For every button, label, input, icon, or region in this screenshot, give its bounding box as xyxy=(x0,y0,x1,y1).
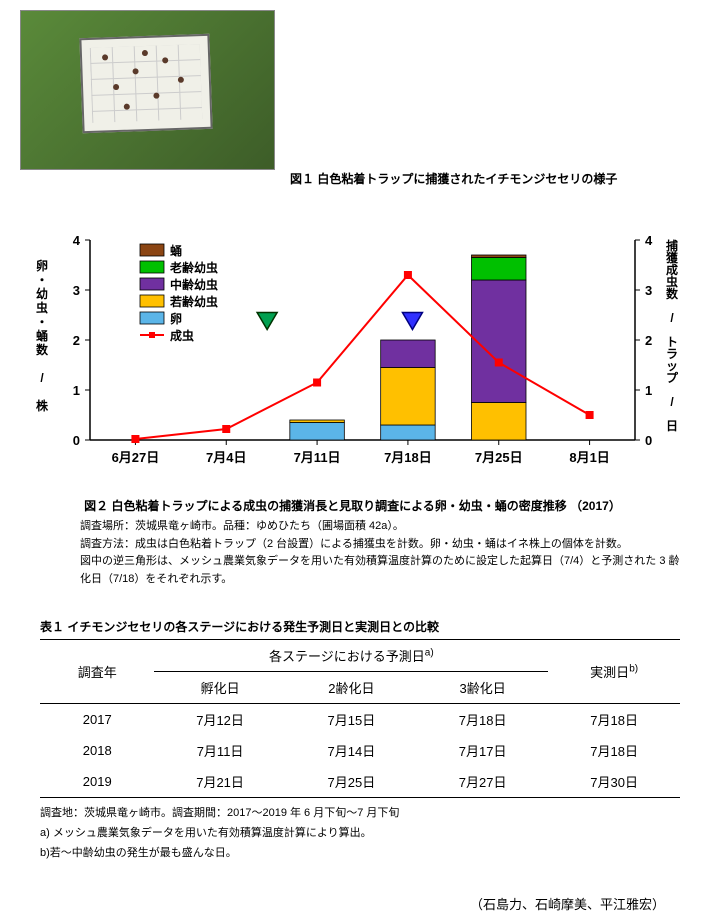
figure-1: 図１ 白色粘着トラップに捕獲されたイチモンジセセリの様子 xyxy=(20,10,685,195)
th-second: 2齢化日 xyxy=(286,672,417,704)
svg-text:7月18日: 7月18日 xyxy=(384,450,432,465)
table-cell: 7月15日 xyxy=(286,704,417,736)
table-1-notes: 調査地：茨城県竜ヶ崎市。調査期間：2017～2019 年 6 月下旬～7 月下旬… xyxy=(40,804,685,863)
svg-text:老齢幼虫: 老齢幼虫 xyxy=(170,260,218,275)
table-cell: 7月18日 xyxy=(417,704,548,736)
trap-photo xyxy=(20,10,275,170)
table-cell: 7月25日 xyxy=(286,766,417,798)
svg-text:8月1日: 8月1日 xyxy=(569,450,609,465)
th-year: 調査年 xyxy=(40,640,154,704)
table-note-1: 調査地：茨城県竜ヶ崎市。調査期間：2017～2019 年 6 月下旬～7 月下旬 xyxy=(40,804,685,824)
table-1-title: 表１ イチモンジセセリの各ステージにおける発生予測日と実測日との比較 xyxy=(40,618,685,635)
table-cell: 2017 xyxy=(40,704,154,736)
svg-text:4: 4 xyxy=(73,233,81,248)
figure-2-caption: 図２ 白色粘着トラップによる成虫の捕獲消長と見取り調査による卵・幼虫・蛹の密度推… xyxy=(20,497,685,514)
density-chart: 0 1 2 3 4 0 1 2 3 4 6月27日 7月4日 7月11日 7月18日 7月25日 8月1日 卵・… xyxy=(20,225,685,485)
sticky-trap xyxy=(79,34,212,133)
table-cell: 7月17日 xyxy=(417,735,548,766)
svg-text:2: 2 xyxy=(645,333,652,348)
svg-text:0: 0 xyxy=(73,433,80,448)
svg-text:中齢幼虫: 中齢幼虫 xyxy=(170,277,218,292)
th-actual: 実測日b) xyxy=(548,640,680,704)
svg-text:7月25日: 7月25日 xyxy=(475,450,523,465)
figure-2-note-1: 調査場所：茨城県竜ヶ崎市。品種：ゆめひたち（圃場面積 42a）。 xyxy=(80,518,685,536)
svg-text:蛹: 蛹 xyxy=(170,243,182,258)
figure-2: 0 1 2 3 4 0 1 2 3 4 6月27日 7月4日 7月11日 7月18日 7月25日 8月1日 卵・… xyxy=(20,225,685,495)
svg-text:1: 1 xyxy=(645,383,652,398)
table-cell: 2018 xyxy=(40,735,154,766)
svg-text:若齢幼虫: 若齢幼虫 xyxy=(169,294,218,309)
figure-1-caption: 図１ 白色粘着トラップに捕獲されたイチモンジセセリの様子 xyxy=(290,170,617,187)
table-note-2: a) メッシュ農業気象データを用いた有効積算温度計算により算出。 xyxy=(40,824,685,844)
svg-text:7月11日: 7月11日 xyxy=(294,450,341,465)
table-note-3: b)若～中齢幼虫の発生が最も盛んな日。 xyxy=(40,844,685,864)
comparison-table: 調査年 各ステージにおける予測日a) 実測日b) 孵化日 2齢化日 3齢化日 2… xyxy=(40,639,680,798)
svg-text:3: 3 xyxy=(645,283,652,298)
th-hatch: 孵化日 xyxy=(154,672,285,704)
svg-text:6月27日: 6月27日 xyxy=(112,450,160,465)
svg-text:4: 4 xyxy=(645,233,653,248)
figure-2-note-2: 調査方法：成虫は白色粘着トラップ（2 台設置）による捕獲虫を計数。卵・幼虫・蛹は… xyxy=(80,536,685,554)
svg-text:成虫: 成虫 xyxy=(170,328,194,343)
svg-text:7月4日: 7月4日 xyxy=(206,450,246,465)
table-cell: 7月30日 xyxy=(548,766,680,798)
svg-text:3: 3 xyxy=(73,283,80,298)
th-third: 3齢化日 xyxy=(417,672,548,704)
figure-2-notes: 調査場所：茨城県竜ヶ崎市。品種：ゆめひたち（圃場面積 42a）。 調査方法：成虫… xyxy=(80,518,685,588)
svg-text:捕獲成虫数 / トラップ / 日: 捕獲成虫数 / トラップ / 日 xyxy=(666,238,679,433)
table-cell: 7月27日 xyxy=(417,766,548,798)
authors: （石島力、石崎摩美、平江雅宏） xyxy=(20,894,665,913)
table-cell: 7月18日 xyxy=(548,704,680,736)
table-cell: 7月11日 xyxy=(154,735,285,766)
table-cell: 7月18日 xyxy=(548,735,680,766)
table-cell: 7月21日 xyxy=(154,766,285,798)
svg-text:2: 2 xyxy=(73,333,80,348)
svg-text:卵・幼虫・蛹数 / 株: 卵・幼虫・蛹数 / 株 xyxy=(36,258,49,413)
table-cell: 2019 xyxy=(40,766,154,798)
th-predicted-group: 各ステージにおける予測日a) xyxy=(154,640,548,672)
svg-text:1: 1 xyxy=(73,383,80,398)
svg-text:卵: 卵 xyxy=(170,311,182,326)
figure-2-note-3: 図中の逆三角形は、メッシュ農業気象データを用いた有効積算温度計算のために設定した… xyxy=(80,553,685,588)
table-1-section: 表１ イチモンジセセリの各ステージにおける発生予測日と実測日との比較 調査年 各… xyxy=(20,618,685,863)
table-cell: 7月14日 xyxy=(286,735,417,766)
table-cell: 7月12日 xyxy=(154,704,285,736)
svg-text:0: 0 xyxy=(645,433,652,448)
